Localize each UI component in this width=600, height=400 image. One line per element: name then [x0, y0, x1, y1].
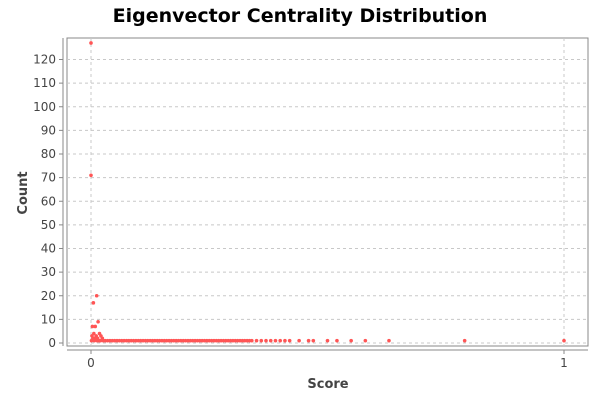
data-point — [349, 338, 353, 343]
y-tick-label: 70 — [41, 171, 56, 185]
y-tick-label: 20 — [41, 289, 56, 303]
y-tick-label: 100 — [33, 100, 56, 114]
data-point — [264, 338, 268, 343]
data-point — [250, 338, 254, 343]
data-point — [283, 338, 287, 343]
data-point — [89, 41, 93, 45]
x-tick-label: 0 — [87, 356, 95, 370]
y-tick-label: 10 — [41, 312, 56, 326]
y-tick-label: 110 — [33, 76, 56, 90]
y-tick-label: 60 — [41, 194, 56, 208]
data-point — [92, 338, 97, 343]
data-point — [259, 338, 264, 343]
y-tick-label: 0 — [48, 336, 56, 350]
data-point — [462, 338, 467, 343]
y-tick-label: 30 — [41, 265, 56, 279]
data-point — [297, 338, 301, 343]
y-axis-label: Count — [16, 171, 31, 214]
chart-title: Eigenvector Centrality Distribution — [113, 5, 488, 27]
data-point — [91, 301, 96, 305]
data-point — [98, 338, 103, 343]
x-tick-label: 1 — [560, 356, 568, 370]
data-point — [363, 338, 368, 343]
data-point — [562, 338, 566, 343]
plot-area — [66, 37, 589, 347]
data-point — [93, 324, 98, 329]
y-tick-label: 50 — [41, 218, 56, 232]
y-tick-label: 90 — [41, 123, 56, 137]
data-point — [387, 338, 391, 343]
grid-layer — [67, 38, 588, 346]
data-point — [254, 338, 259, 343]
y-tick-labels: 0 10 20 30 40 50 60 70 80 90 100 110 120 — [33, 53, 63, 350]
y-tick-label: 80 — [41, 147, 56, 161]
data-points — [89, 41, 566, 343]
data-point — [325, 338, 330, 343]
data-point — [268, 338, 273, 343]
y-tick-label: 40 — [41, 242, 56, 256]
data-point — [311, 338, 316, 343]
data-point — [89, 173, 93, 178]
data-point — [96, 319, 100, 324]
data-point — [94, 293, 99, 298]
data-point — [287, 338, 292, 343]
y-tick-label: 120 — [33, 53, 56, 67]
data-point — [278, 338, 283, 343]
axis-layer — [62, 38, 588, 351]
data-point — [273, 338, 278, 343]
data-point — [90, 324, 95, 329]
data-point — [306, 338, 311, 343]
data-point — [335, 338, 339, 343]
x-axis-label: Score — [307, 377, 348, 392]
data-point — [89, 338, 94, 343]
